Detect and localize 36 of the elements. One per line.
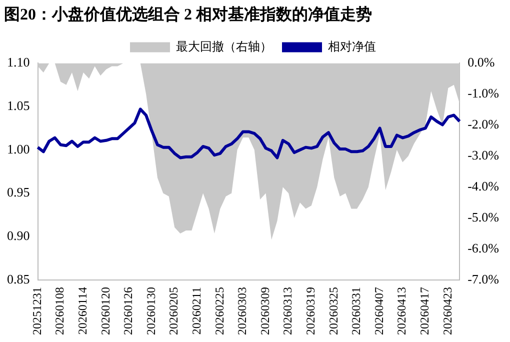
y2-tick-label: -5.0% — [468, 209, 500, 224]
x-tick-label: 20260309 — [258, 287, 272, 335]
x-tick-label: 20260114 — [76, 287, 90, 335]
y2-tick-label: -7.0% — [468, 271, 500, 286]
x-tick-label: 20260413 — [394, 287, 409, 335]
y2-tick-label: -4.0% — [468, 178, 500, 194]
x-tick-label: 20260211 — [190, 287, 204, 335]
legend-label: 相对净值 — [328, 39, 376, 54]
x-tick-label: 20260120 — [98, 287, 112, 335]
x-tick-label: 20260407 — [372, 287, 386, 335]
y-tick-label: 0.90 — [7, 228, 30, 244]
x-tick-label: 20260303 — [235, 287, 250, 335]
y-tick-label: 0.95 — [7, 184, 30, 200]
x-tick-label: 20260130 — [144, 287, 158, 335]
x-tick-label: 20260417 — [418, 287, 432, 335]
x-tick-label: 20260126 — [121, 287, 136, 335]
y2-tick-label: 0.0% — [468, 54, 495, 70]
x-tick-label: 20260313 — [280, 287, 295, 335]
y-tick-label: 0.85 — [7, 271, 30, 286]
x-tick-label: 20260108 — [52, 287, 67, 335]
x-tick-label: 20251231 — [30, 287, 44, 335]
y2-tick-label: -2.0% — [468, 116, 500, 132]
x-tick-label: 20260325 — [326, 287, 340, 335]
legend-label: 最大回撤（右轴） — [176, 39, 272, 54]
y-tick-label: 1.05 — [7, 98, 30, 113]
y-tick-label: 1.10 — [7, 54, 30, 70]
y2-tick-label: -1.0% — [468, 86, 500, 101]
x-tick-label: 20260331 — [349, 287, 364, 335]
x-tick-label: 20260319 — [304, 287, 318, 335]
y2-tick-label: -3.0% — [468, 148, 500, 163]
x-tick-label: 20260225 — [212, 287, 226, 335]
y2-tick-label: -6.0% — [468, 240, 500, 256]
chart-title: 图20：小盘价值优选组合 2 相对基准指数的净值走势 — [4, 6, 372, 24]
x-tick-label: 20260423 — [440, 287, 454, 335]
x-tick-label: 20260205 — [166, 287, 181, 335]
y-tick-label: 1.00 — [7, 141, 30, 156]
